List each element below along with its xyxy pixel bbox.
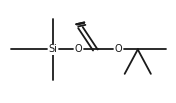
Text: O: O [75,44,82,54]
Text: O: O [115,44,122,54]
Text: Si: Si [49,44,58,54]
